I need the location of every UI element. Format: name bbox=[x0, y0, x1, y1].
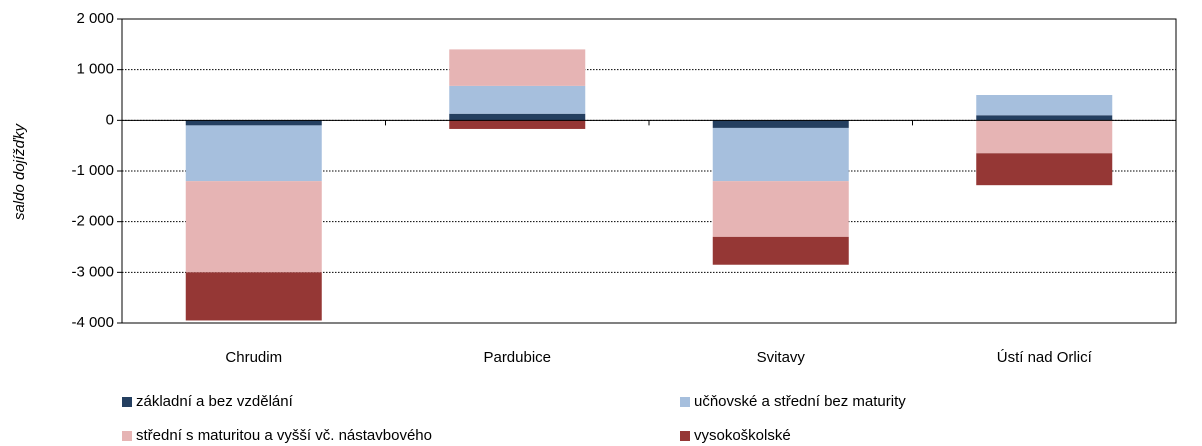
x-tick-label: Ústí nad Orlicí bbox=[997, 349, 1093, 366]
y-tick-label: 0 bbox=[106, 111, 114, 128]
bar-segment bbox=[185, 181, 322, 273]
bar-segment bbox=[976, 95, 1113, 116]
bar-segment bbox=[185, 120, 322, 126]
x-tick-label: Svitavy bbox=[757, 349, 806, 366]
legend-swatch bbox=[680, 397, 690, 407]
legend-label: střední s maturitou a vyšší vč. nástavbo… bbox=[136, 427, 432, 444]
legend-swatch bbox=[680, 431, 690, 441]
bar-segment bbox=[185, 125, 322, 182]
bar-segment bbox=[449, 120, 586, 129]
legend-label: učňovské a střední bez maturity bbox=[694, 393, 906, 410]
bar-segment bbox=[712, 236, 849, 265]
legend-label: vysokoškolské bbox=[694, 427, 791, 444]
bar-segment bbox=[976, 115, 1113, 121]
bar-segment bbox=[712, 120, 849, 128]
legend-swatch bbox=[122, 397, 132, 407]
bar-segment bbox=[185, 272, 322, 321]
y-tick-label: -4 000 bbox=[71, 314, 114, 331]
x-tick-label: Chrudim bbox=[225, 349, 282, 366]
legend-swatch bbox=[122, 431, 132, 441]
bar-segment bbox=[976, 120, 1113, 154]
legend-label: základní a bez vzdělání bbox=[136, 393, 294, 410]
bar-segment bbox=[712, 181, 849, 237]
bar-segment bbox=[976, 153, 1113, 186]
bar-segment bbox=[449, 113, 586, 121]
y-tick-label: -1 000 bbox=[71, 162, 114, 179]
y-tick-label: -2 000 bbox=[71, 213, 114, 230]
bar-segment bbox=[449, 49, 586, 86]
y-tick-label: 1 000 bbox=[76, 61, 114, 78]
x-tick-label: Pardubice bbox=[483, 349, 551, 366]
bar-segment bbox=[712, 127, 849, 182]
plot-border bbox=[121, 18, 1177, 324]
y-axis-label: saldo dojížďky bbox=[11, 122, 28, 220]
bar-segment bbox=[449, 85, 586, 114]
y-tick-label: 2 000 bbox=[76, 10, 114, 27]
y-tick-label: -3 000 bbox=[71, 263, 114, 280]
